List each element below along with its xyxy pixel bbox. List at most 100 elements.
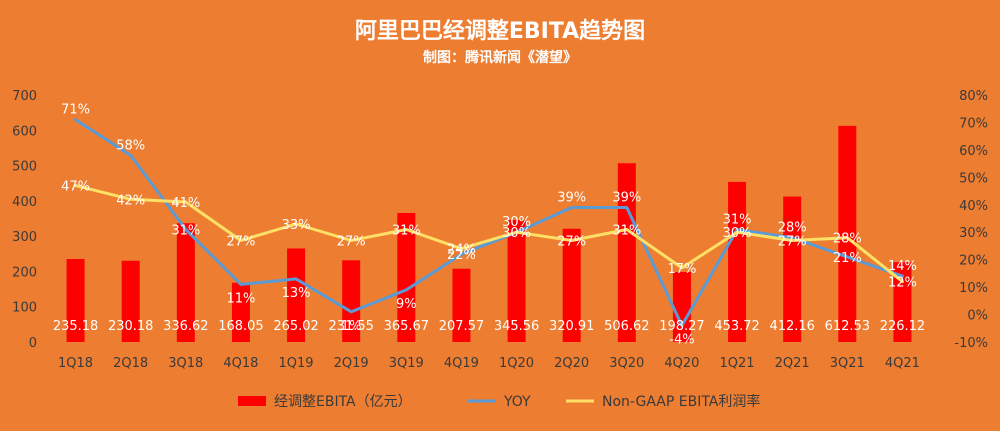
right-axis-tick-label: -10% <box>954 336 988 351</box>
yoy-value-label: 39% <box>557 191 586 206</box>
x-axis-tick-label: 3Q18 <box>168 356 203 371</box>
bar <box>507 220 526 342</box>
bar <box>397 212 416 342</box>
left-axis-tick-label: 300 <box>12 230 37 245</box>
bar-value-label: 265.02 <box>273 319 319 334</box>
bar-value-label: 336.62 <box>163 319 209 334</box>
x-axis-tick-label: 4Q20 <box>664 356 699 371</box>
left-axis: 0 100 200 300 400 500 600 700 <box>12 89 37 351</box>
x-axis-tick-label: 4Q19 <box>444 356 479 371</box>
bar-value-label: 412.16 <box>769 319 815 334</box>
right-axis-tick-label: 70% <box>959 116 988 131</box>
right-axis-tick-label: 10% <box>959 281 988 296</box>
line-series <box>74 118 904 327</box>
bar-value-label: 320.91 <box>549 319 595 334</box>
margin-value-label: 27% <box>226 234 255 249</box>
bar-value-label: 345.56 <box>494 319 540 334</box>
bar <box>893 262 912 342</box>
yoy-value-label: 30% <box>502 215 531 230</box>
right-axis-tick-label: 0% <box>967 309 988 324</box>
yoy-value-label: 31% <box>723 212 752 227</box>
legend-label-yoy: YOY <box>503 394 531 410</box>
yoy-value-label: 28% <box>778 221 807 236</box>
bar-value-label: 453.72 <box>714 319 760 334</box>
legend: 经调整EBITA（亿元） YOY Non-GAAP EBITA利润率 <box>238 393 760 410</box>
x-axis-tick-label: 3Q19 <box>389 356 424 371</box>
x-axis-tick-label: 1Q20 <box>499 356 534 371</box>
yoy-value-label: 11% <box>226 291 255 306</box>
x-axis: 1Q18 2Q18 3Q18 4Q18 1Q19 2Q19 3Q19 4Q19 1Q20 2Q20… <box>58 356 920 371</box>
x-axis-tick-label: 2Q21 <box>775 356 810 371</box>
yoy-value-label: 22% <box>447 248 476 263</box>
margin-value-label: 30% <box>502 226 531 241</box>
line-value-labels: 71% 58% 31% 11% 13% 1% 9% 22% 30% 39% 39% -4% 31% 28%… <box>61 103 917 348</box>
chart-subtitle: 制图：腾讯新闻《潜望》 <box>423 49 577 66</box>
bar <box>176 223 195 342</box>
left-axis-tick-label: 600 <box>12 124 37 139</box>
yoy-value-label: 14% <box>888 259 917 274</box>
bar-value-label: 226.12 <box>880 319 926 334</box>
margin-line <box>74 184 904 284</box>
margin-value-label: 33% <box>282 218 311 233</box>
bar-value-labels: 235.18 230.18 336.62 168.05 265.02 231.55 365.… <box>53 319 925 334</box>
right-axis-tick-label: 20% <box>959 254 988 269</box>
bar-value-label: 198.27 <box>659 319 705 334</box>
x-axis-tick-label: 2Q18 <box>113 356 148 371</box>
right-axis-tick-label: 80% <box>959 89 988 104</box>
bar-value-label: 365.67 <box>384 319 430 334</box>
margin-value-label: 41% <box>171 196 200 211</box>
bar <box>231 282 250 342</box>
margin-value-label: 27% <box>557 234 586 249</box>
margin-value-label: 24% <box>447 243 476 258</box>
bar <box>66 259 85 342</box>
bar-value-label: 231.55 <box>328 319 374 334</box>
right-axis-tick-label: 60% <box>959 144 988 159</box>
x-axis-tick-label: 2Q20 <box>554 356 589 371</box>
right-axis-tick-label: 50% <box>959 171 988 186</box>
margin-value-label: 31% <box>612 223 641 238</box>
bar <box>121 260 140 342</box>
margin-value-label: 47% <box>61 180 90 195</box>
bar-value-label: 612.53 <box>825 319 871 334</box>
right-axis: -10% 0% 10% 20% 30% 40% 50% 60% 70% 80% <box>954 89 988 351</box>
bar <box>452 268 471 342</box>
left-axis-tick-label: 0 <box>29 336 37 351</box>
margin-value-label: 17% <box>667 262 696 277</box>
yoy-value-label: 13% <box>282 286 311 301</box>
x-axis-tick-label: 2Q19 <box>334 356 369 371</box>
x-axis-tick-label: 3Q20 <box>609 356 644 371</box>
x-axis-tick-label: 4Q21 <box>885 356 920 371</box>
yoy-value-label: -4% <box>669 333 694 348</box>
bar-value-label: 506.62 <box>604 319 650 334</box>
margin-value-label: 28% <box>833 232 862 247</box>
legend-label-ebita: 经调整EBITA（亿元） <box>274 394 412 410</box>
x-axis-tick-label: 3Q21 <box>830 356 865 371</box>
left-axis-tick-label: 700 <box>12 89 37 104</box>
bar-value-label: 168.05 <box>218 319 264 334</box>
bar <box>287 248 306 342</box>
left-axis-tick-label: 100 <box>12 301 37 316</box>
legend-swatch-bar <box>238 396 266 406</box>
margin-value-label: 42% <box>116 193 145 208</box>
chart-title: 阿里巴巴经调整EBITA趋势图 <box>355 18 645 44</box>
bar-value-label: 230.18 <box>108 319 154 334</box>
yoy-value-label: 9% <box>396 297 417 312</box>
margin-value-label: 31% <box>392 223 421 238</box>
left-axis-tick-label: 500 <box>12 160 37 175</box>
yoy-value-label: 31% <box>171 223 200 238</box>
x-axis-tick-label: 4Q18 <box>223 356 258 371</box>
bar <box>728 181 747 342</box>
x-axis-tick-label: 1Q19 <box>279 356 314 371</box>
margin-value-label: 12% <box>888 276 917 291</box>
yoy-value-label: 58% <box>116 138 145 153</box>
bar-series <box>66 125 912 342</box>
bar <box>838 125 857 342</box>
left-axis-tick-label: 400 <box>12 195 37 210</box>
x-axis-tick-label: 1Q18 <box>58 356 93 371</box>
right-axis-tick-label: 30% <box>959 226 988 241</box>
yoy-value-label: 1% <box>341 319 362 334</box>
bar <box>342 260 361 342</box>
bar-value-label: 235.18 <box>53 319 99 334</box>
